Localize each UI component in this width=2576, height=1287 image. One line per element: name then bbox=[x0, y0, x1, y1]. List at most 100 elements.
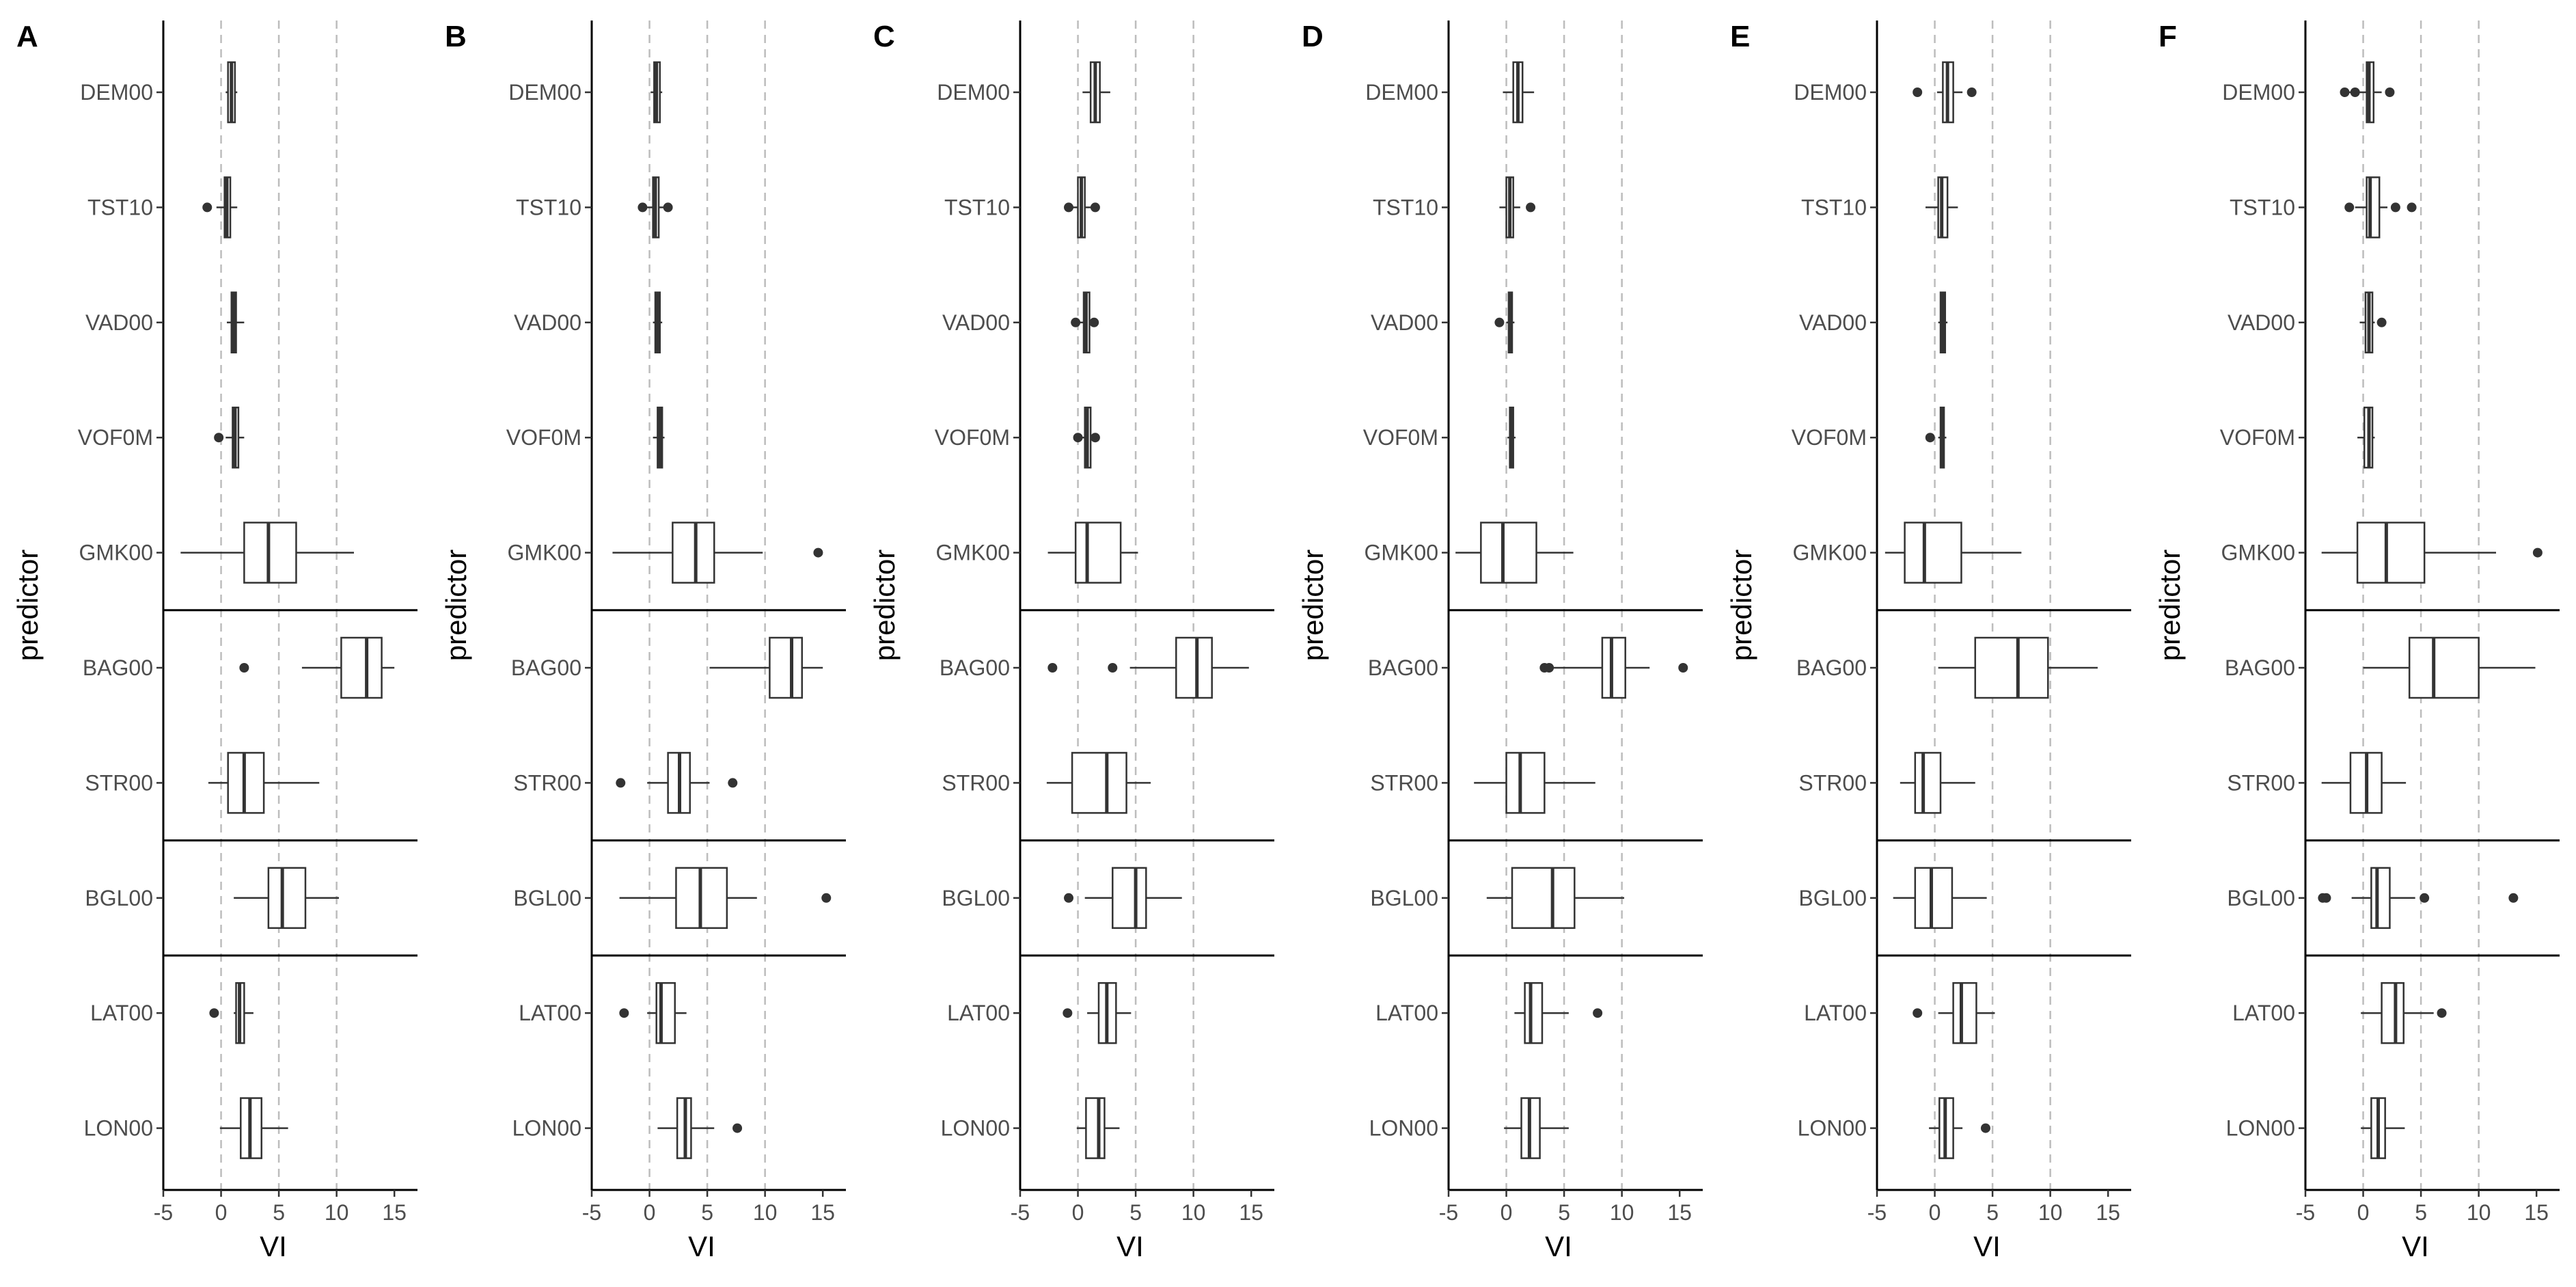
y-tick-label: BGL00 bbox=[2227, 886, 2295, 910]
box-lon00 bbox=[219, 1097, 288, 1159]
iqr-box bbox=[1085, 1097, 1106, 1159]
box-bag00 bbox=[709, 636, 823, 699]
y-tick-label: LON00 bbox=[84, 1116, 153, 1141]
outlier-point bbox=[2407, 202, 2417, 213]
outlier-point bbox=[1925, 433, 1935, 443]
iqr-box bbox=[1074, 521, 1122, 584]
box-tst10 bbox=[202, 176, 238, 239]
y-tick-label: VAD00 bbox=[85, 310, 153, 335]
box-lat00 bbox=[1514, 981, 1603, 1044]
box-lat00 bbox=[1913, 981, 1995, 1044]
box-gmk00 bbox=[1885, 521, 2022, 584]
box-bag00 bbox=[2363, 636, 2536, 699]
y-tick-label: LAT00 bbox=[947, 1001, 1010, 1025]
y-tick-label: TST10 bbox=[2230, 195, 2295, 219]
x-tick-label: 5 bbox=[1129, 1200, 1142, 1225]
y-tick-label: TST10 bbox=[1801, 195, 1867, 219]
y-axis-title: predictor bbox=[1725, 550, 1757, 661]
outlier-point bbox=[1980, 1123, 1990, 1133]
box-lon00 bbox=[1929, 1097, 1990, 1159]
box-bgl00 bbox=[1893, 867, 1987, 930]
x-tick-label: 0 bbox=[1501, 1200, 1513, 1225]
y-tick-label: STR00 bbox=[942, 770, 1010, 795]
iqr-box bbox=[2356, 521, 2426, 584]
box-str00 bbox=[2321, 752, 2407, 814]
box-tst10 bbox=[1064, 176, 1100, 239]
outlier-point bbox=[638, 202, 648, 213]
box-dem00 bbox=[1082, 61, 1110, 124]
panel-label: D bbox=[1302, 20, 1324, 53]
y-tick-label: VAD00 bbox=[2228, 310, 2295, 335]
x-tick-label: 10 bbox=[2038, 1200, 2063, 1225]
outlier-point bbox=[1913, 1008, 1923, 1018]
outlier-point bbox=[728, 778, 738, 788]
outlier-point bbox=[616, 778, 626, 788]
y-axis-title: predictor bbox=[2154, 550, 2186, 661]
y-tick-label: BAG00 bbox=[1368, 655, 1438, 680]
x-tick-label: 15 bbox=[810, 1200, 835, 1225]
box-bag00 bbox=[1938, 636, 2098, 699]
iqr-box bbox=[1524, 981, 1544, 1044]
iqr-box bbox=[1511, 867, 1576, 930]
iqr-box bbox=[1071, 752, 1127, 814]
iqr-box bbox=[672, 521, 715, 584]
box-bgl00 bbox=[1486, 867, 1625, 930]
y-tick-label: TST10 bbox=[944, 195, 1010, 219]
y-tick-label: BAG00 bbox=[511, 655, 581, 680]
outlier-point bbox=[2508, 893, 2519, 903]
x-tick-label: 5 bbox=[1558, 1200, 1570, 1225]
box-gmk00 bbox=[2321, 521, 2543, 584]
outlier-point bbox=[209, 1008, 219, 1018]
iqr-box bbox=[2370, 867, 2391, 930]
x-tick-label: 0 bbox=[215, 1200, 228, 1225]
outlier-point bbox=[732, 1123, 743, 1133]
outlier-point bbox=[821, 893, 832, 903]
outlier-point bbox=[2437, 1008, 2447, 1018]
iqr-box bbox=[1974, 636, 2049, 699]
iqr-box bbox=[1914, 867, 1954, 930]
outlier-point bbox=[1544, 663, 1554, 673]
iqr-box bbox=[267, 867, 307, 930]
outlier-point bbox=[1108, 663, 1118, 673]
box-lat00 bbox=[209, 981, 254, 1044]
x-tick-label: 0 bbox=[1072, 1200, 1084, 1225]
outlier-point bbox=[1913, 87, 1923, 97]
outlier-point bbox=[2390, 202, 2400, 213]
x-tick-label: -5 bbox=[154, 1200, 173, 1225]
y-tick-label: STR00 bbox=[513, 770, 581, 795]
panel-f: DEM00 TST10 VAD00 VOF0M GMK00 BAG00 STR00 BGL00… bbox=[2154, 20, 2560, 1262]
box-str00 bbox=[1900, 752, 1975, 814]
box-str00 bbox=[1046, 752, 1151, 814]
outlier-point bbox=[1047, 663, 1058, 673]
iqr-box bbox=[769, 636, 803, 699]
y-tick-label: VOF0M bbox=[1792, 425, 1867, 450]
outlier-point bbox=[2318, 893, 2328, 903]
outlier-point bbox=[2532, 547, 2543, 558]
outlier-point bbox=[1073, 433, 1083, 443]
box-bgl00 bbox=[1064, 867, 1182, 930]
box-dem00 bbox=[650, 61, 663, 124]
box-vad00 bbox=[653, 291, 663, 354]
y-tick-label: TST10 bbox=[1373, 195, 1438, 219]
x-tick-label: 0 bbox=[1929, 1200, 1941, 1225]
box-bgl00 bbox=[234, 867, 340, 930]
panel-c: DEM00 TST10 VAD00 VOF0M GMK00 BAG00 STR00 BGL00… bbox=[868, 20, 1274, 1262]
outlier-point bbox=[2344, 202, 2355, 213]
outlier-point bbox=[619, 1008, 629, 1018]
y-tick-label: LON00 bbox=[512, 1116, 581, 1141]
x-tick-label: 10 bbox=[2467, 1200, 2491, 1225]
y-tick-label: BGL00 bbox=[513, 886, 581, 910]
x-axis-title: VI bbox=[688, 1230, 715, 1262]
x-tick-label: 15 bbox=[2096, 1200, 2120, 1225]
x-tick-label: 15 bbox=[1239, 1200, 1263, 1225]
outlier-point bbox=[1089, 317, 1099, 327]
iqr-box bbox=[1112, 867, 1147, 930]
iqr-box bbox=[1480, 521, 1537, 584]
box-lat00 bbox=[2361, 981, 2447, 1044]
box-gmk00 bbox=[1047, 521, 1138, 584]
box-bgl00 bbox=[619, 867, 832, 930]
y-tick-label: DEM00 bbox=[80, 80, 153, 105]
outlier-point bbox=[2350, 87, 2360, 97]
x-tick-label: -5 bbox=[2296, 1200, 2315, 1225]
y-tick-label: DEM00 bbox=[937, 80, 1010, 105]
